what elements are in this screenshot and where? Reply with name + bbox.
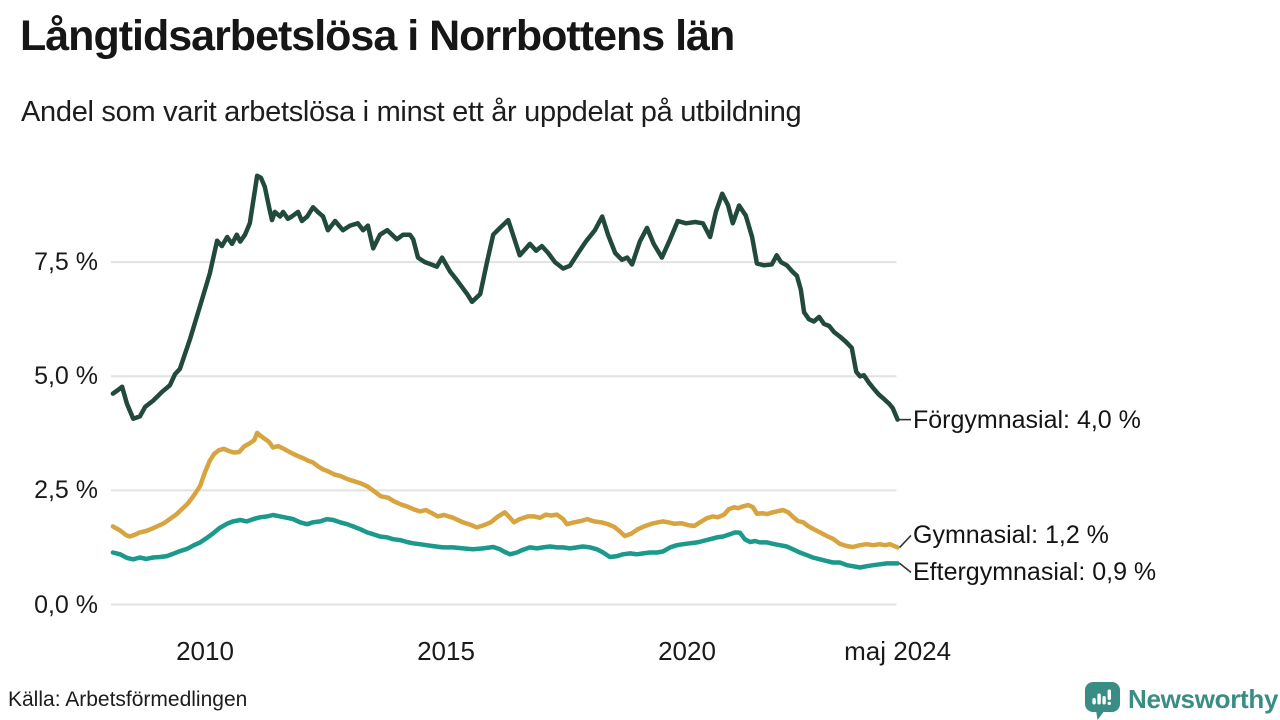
label-connector-lines — [899, 418, 912, 574]
series-label-gymnasial: Gymnasial: 1,2 % — [913, 521, 1109, 550]
connector-eftergymnasial — [899, 562, 912, 574]
y-tick-label: 5,0 % — [34, 362, 98, 391]
newsworthy-logo: Newsworthy — [1084, 682, 1278, 720]
x-tick-label: 2015 — [417, 636, 475, 666]
line-series-gymnasial — [110, 430, 900, 550]
series-label-eftergymnasial: Eftergymnasial: 0,9 % — [913, 558, 1157, 587]
x-tick-label: 2010 — [176, 636, 234, 666]
source-credit: Källa: Arbetsförmedlingen — [8, 688, 248, 711]
line-series-förgymnasial — [110, 173, 900, 422]
y-tick-label: 7,5 % — [34, 248, 98, 277]
series-label-förgymnasial: Förgymnasial: 4,0 % — [913, 405, 1141, 434]
x-tick-label: maj 2024 — [844, 636, 952, 666]
data-lines — [110, 173, 900, 570]
y-tick-label: 2,5 % — [34, 476, 98, 505]
connector-gymnasial — [899, 534, 912, 548]
newsworthy-wordmark: Newsworthy — [1128, 684, 1279, 714]
line-series-eftergymnasial — [110, 512, 900, 570]
x-tick-label: 2020 — [658, 636, 716, 666]
newsworthy-pin-barchart-icon — [1085, 682, 1120, 720]
page-title: Långtidsarbetslösa i Norrbottens län — [20, 12, 735, 60]
gridlines — [111, 261, 897, 606]
y-tick-label: 0,0 % — [34, 590, 98, 619]
chart-subtitle: Andel som varit arbetslösa i minst ett å… — [21, 96, 802, 128]
